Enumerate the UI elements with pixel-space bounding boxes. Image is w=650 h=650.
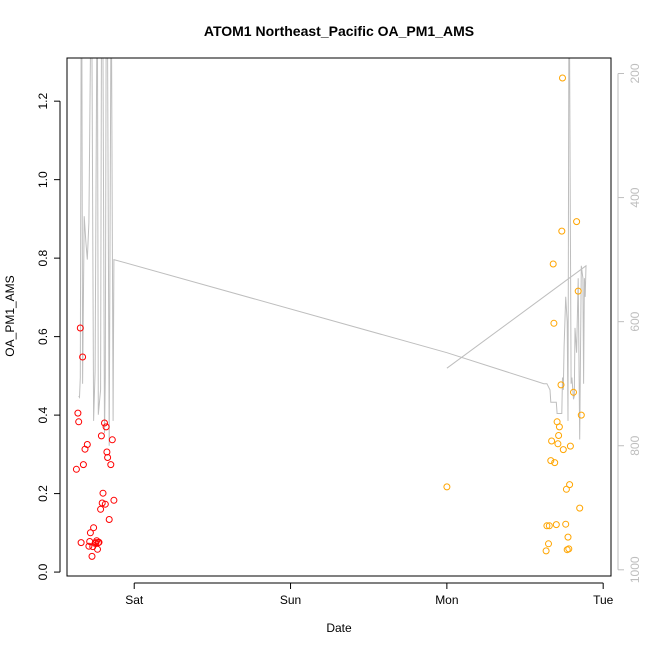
data-point-series1-21 [95,538,103,546]
chart-title: ATOM1 Northeast_Pacific OA_PM1_AMS [204,23,474,39]
data-point-series2-25 [566,481,574,489]
data-point-series2-28 [573,218,581,226]
data-point-series2-29 [574,287,582,295]
data-point-series2-27 [570,388,577,396]
data-point-series2-15 [555,423,563,431]
data-point-series2-17 [558,227,566,235]
data-point-series1-25 [99,489,107,497]
x-tick-label-sat: Sat [125,593,144,607]
data-point-series1-23 [97,432,105,440]
data-point-series1-3 [75,418,83,426]
data-point-series2-5 [545,522,553,530]
y2-tick-label-600: 600 [628,311,642,331]
data-point-series2-20 [562,520,570,528]
data-point-series1-32 [107,461,115,469]
data-point-series1-24 [98,499,106,507]
data-point-series1-1 [72,465,80,473]
data-point-series1-7 [79,461,87,469]
data-point-series1-5 [77,539,85,547]
data-point-series2-8 [549,260,557,268]
data-point-series2-10 [551,459,559,467]
y2-tick-label-400: 400 [628,187,642,207]
data-point-series1-22 [97,505,105,513]
data-point-series2-18 [559,74,566,82]
data-point-series2-9 [550,319,558,327]
data-point-series2-4 [545,540,552,548]
data-point-series2-1 [443,483,451,491]
y-tick-label-1.2: 1.2 [36,93,50,110]
axes: Sat Sun Mon Tue 0.0 0.2 0.4 0.6 0.8 1.0 1.2 200 400 6… [36,63,642,607]
data-point-series1-19 [94,545,101,553]
data-point-series1-28 [102,423,110,431]
data-point-series2-26 [566,442,574,450]
x-tick-label-tue: Tue [593,593,614,607]
data-point-series1-15 [90,524,98,532]
data-point-series1-4 [76,324,84,332]
y-tick-label-0.6: 0.6 [36,328,50,345]
y-tick-label-0.8: 0.8 [36,249,50,266]
x-tick-label-sun: Sun [280,593,301,607]
y-tick-label-0.4: 0.4 [36,406,50,423]
data-point-series1-26 [101,419,108,427]
data-point-series2-30 [576,504,584,512]
data-point-series1-27 [101,500,109,508]
data-point-series1-2 [74,409,82,417]
data-point-series2-21 [562,485,570,493]
data-point-series1-12 [86,529,94,537]
y-axis-label: OA_PM1_AMS [3,275,17,356]
data-point-series1-9 [83,441,91,448]
altitude-line [78,58,587,446]
data-point-series2-16 [557,381,565,389]
data-point-series2-31 [577,411,585,419]
data-point-series2-11 [552,521,560,529]
data-point-series1-33 [108,436,116,444]
data-point-series2-19 [559,446,567,454]
data-point-series1-6 [79,353,87,361]
data-point-series2-7 [548,437,556,445]
data-point-series2-2 [542,547,550,555]
plot-area [72,58,587,560]
y2-tick-label-1000: 1000 [628,556,642,583]
data-point-series1-34 [110,496,118,504]
plot-frame [66,57,612,577]
y2-tick-label-800: 800 [628,435,642,455]
data-point-series2-14 [555,432,563,439]
y-tick-label-0.0: 0.0 [36,563,50,580]
x-tick-label-mon: Mon [435,593,458,607]
data-point-series1-30 [104,454,112,461]
y-tick-label-0.2: 0.2 [36,485,50,502]
data-point-series1-31 [105,516,113,523]
data-point-series2-24 [565,545,573,553]
data-point-series1-10 [85,542,93,550]
x-axis-label: Date [326,621,352,635]
y-tick-label-1.0: 1.0 [36,171,50,188]
data-point-series2-13 [554,440,562,448]
data-point-series2-23 [564,533,572,541]
data-point-series1-13 [88,552,96,560]
data-point-series2-6 [547,457,555,465]
y2-tick-label-200: 200 [628,63,642,83]
data-point-series2-3 [543,522,551,530]
